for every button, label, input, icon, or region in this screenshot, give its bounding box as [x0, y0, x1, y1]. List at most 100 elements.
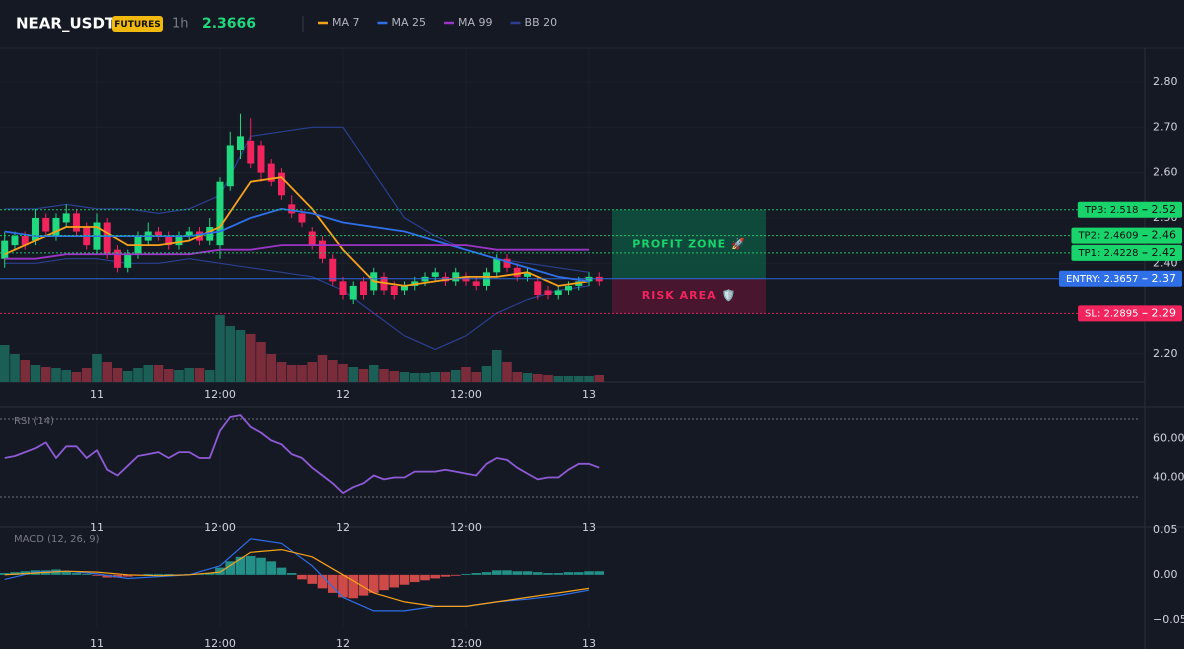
volume-bar: [491, 350, 502, 382]
histogram-bar: [276, 567, 287, 575]
candle-body: [42, 217, 50, 232]
candle-body: [513, 267, 521, 277]
level-box: [1078, 305, 1182, 322]
volume-bar: [307, 362, 318, 382]
histogram-bar: [389, 574, 400, 588]
volume-bar: [133, 368, 143, 382]
volume-bar: [522, 373, 533, 382]
histogram-bar: [245, 555, 256, 575]
candle-body: [226, 145, 234, 187]
volume-bar: [256, 342, 266, 382]
volume-bar: [348, 367, 359, 382]
volume-bar: [184, 368, 195, 382]
candle-body: [277, 172, 285, 196]
volume-bar: [297, 365, 307, 382]
symbol: NEAR_USDT: [16, 15, 116, 33]
histogram-bar: [225, 561, 236, 575]
histogram-bar: [512, 571, 523, 575]
volume-bar: [40, 367, 51, 382]
histogram-bar: [461, 573, 471, 575]
candle-body: [21, 236, 29, 246]
candle-body: [288, 204, 296, 214]
histogram-bar: [163, 573, 174, 575]
histogram-bar: [399, 574, 410, 585]
volume-bar: [225, 326, 236, 382]
candle-body: [565, 285, 573, 291]
histogram-bar: [204, 573, 215, 575]
candle-body: [318, 240, 326, 259]
level-box: [1058, 270, 1182, 287]
histogram-bar: [215, 567, 225, 575]
x-tick-label: 12: [336, 637, 350, 649]
x-tick-label: 12: [336, 521, 350, 534]
histogram-bar: [543, 573, 553, 575]
badge-bg: [112, 16, 163, 32]
histogram-bar: [358, 574, 369, 596]
candle-body: [1, 240, 9, 259]
pane-title: MACD (12, 26, 9): [14, 534, 100, 545]
candle-body: [62, 213, 70, 223]
histogram-bar: [553, 573, 564, 575]
moving-average: [4, 207, 590, 283]
candle-body: [124, 254, 132, 268]
histogram-bar: [471, 573, 482, 575]
volume-bar: [512, 372, 523, 382]
histogram-bar: [584, 571, 594, 575]
candle-body: [554, 290, 562, 295]
candle-body: [308, 231, 316, 246]
volume-bar: [553, 376, 564, 382]
y-tick-label: 0.05: [1153, 523, 1178, 536]
x-tick-label: 12:00: [450, 637, 482, 649]
volume-bar: [409, 373, 420, 382]
y-tick-label: −0.05: [1153, 613, 1184, 626]
legend-label: MA 7: [332, 16, 360, 29]
histogram-bar: [450, 574, 461, 576]
volume-bar: [461, 367, 471, 382]
candle-body: [11, 236, 19, 246]
histogram-bar: [563, 572, 574, 575]
x-tick-label: 12:00: [204, 521, 236, 534]
candle-body: [175, 236, 183, 246]
histogram-bar: [122, 574, 133, 577]
volume-bar: [481, 366, 492, 382]
volume-bar: [20, 360, 31, 382]
candle-body: [329, 258, 337, 282]
histogram-bar: [307, 574, 318, 584]
y-tick-label: 2.20: [1153, 347, 1178, 360]
x-tick-label: 11: [90, 637, 104, 649]
histogram-bar: [327, 574, 338, 593]
histogram-bar: [522, 571, 533, 575]
x-tick-label: 11: [90, 388, 104, 401]
legend-label: MA 99: [458, 16, 493, 29]
histogram-bar: [491, 570, 502, 575]
volume-bar: [317, 355, 328, 382]
histogram-bar: [143, 573, 154, 575]
zone-label: RISK AREA 🛡️: [642, 289, 736, 302]
volume-bar: [471, 372, 482, 382]
candle-body: [31, 217, 39, 241]
volume-bar: [112, 368, 123, 382]
histogram-bar: [368, 574, 379, 593]
volume-bar: [266, 354, 277, 382]
level-box: [1071, 227, 1182, 244]
candle-body: [339, 281, 347, 295]
candle-body: [165, 236, 173, 246]
histogram-bar: [532, 572, 543, 575]
histogram-bar: [430, 574, 441, 579]
candle-body: [534, 281, 542, 295]
histogram-bar: [420, 574, 430, 581]
volume-bar: [338, 364, 348, 382]
zone: [612, 209, 766, 279]
candle-body: [431, 272, 439, 277]
volume-bar: [440, 372, 451, 382]
moving-average: [4, 244, 589, 260]
histogram-bar: [409, 574, 420, 583]
volume-bar: [102, 362, 113, 382]
volume-bar: [194, 368, 205, 382]
candle-body: [113, 249, 121, 268]
x-tick-label: 12: [336, 388, 350, 401]
bb-lower: [4, 258, 590, 350]
volume-bar: [543, 375, 553, 382]
histogram-bar: [102, 574, 113, 578]
volume-bar: [327, 360, 338, 382]
